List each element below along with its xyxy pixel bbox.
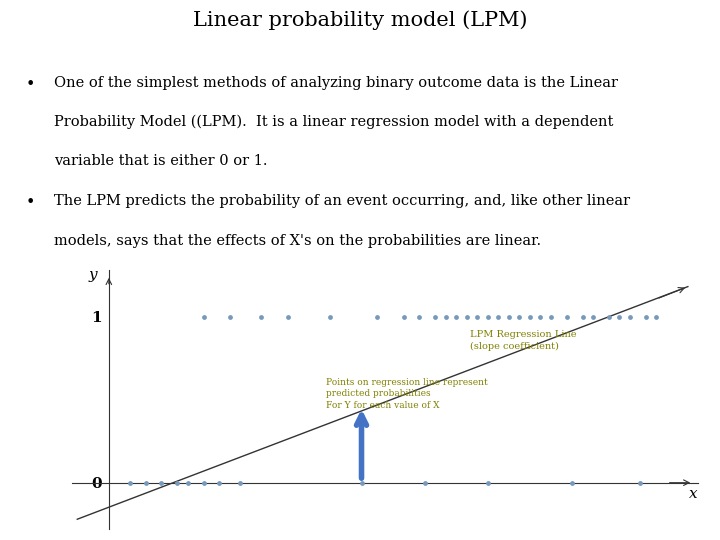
Point	[482, 478, 494, 487]
Point	[535, 312, 546, 321]
Point	[635, 478, 647, 487]
Point	[513, 312, 525, 321]
Point	[398, 312, 410, 321]
Point	[651, 312, 662, 321]
Point	[124, 478, 135, 487]
Text: Points on regression line represent
predicted probabilities
For Y for each value: Points on regression line represent pred…	[325, 377, 487, 410]
Point	[198, 312, 210, 321]
Point	[640, 312, 652, 321]
Text: models, says that the effects of X's on the probabilities are linear.: models, says that the effects of X's on …	[54, 233, 541, 247]
Text: •: •	[25, 194, 35, 211]
Point	[256, 312, 267, 321]
Point	[588, 312, 599, 321]
Text: Linear probability model (LPM): Linear probability model (LPM)	[193, 11, 527, 30]
Text: The LPM predicts the probability of an event occurring, and, like other linear: The LPM predicts the probability of an e…	[54, 194, 630, 208]
Text: variable that is either 0 or 1.: variable that is either 0 or 1.	[54, 154, 268, 168]
Text: Probability Model ((LPM).  It is a linear regression model with a dependent: Probability Model ((LPM). It is a linear…	[54, 115, 613, 129]
Text: One of the simplest methods of analyzing binary outcome data is the Linear: One of the simplest methods of analyzing…	[54, 76, 618, 90]
Text: y: y	[89, 268, 97, 282]
Point	[324, 312, 336, 321]
Point	[235, 478, 246, 487]
Point	[419, 478, 431, 487]
Point	[414, 312, 426, 321]
Point	[356, 478, 367, 487]
Point	[524, 312, 536, 321]
Point	[440, 312, 451, 321]
Point	[603, 312, 615, 321]
Text: LPM Regression Line
(slope coefficient): LPM Regression Line (slope coefficient)	[469, 329, 576, 350]
Point	[171, 478, 183, 487]
Point	[482, 312, 494, 321]
Point	[451, 312, 462, 321]
Point	[198, 478, 210, 487]
Point	[372, 312, 383, 321]
Point	[567, 478, 578, 487]
Point	[561, 312, 572, 321]
Point	[492, 312, 504, 321]
Point	[461, 312, 472, 321]
Point	[613, 312, 625, 321]
Point	[472, 312, 483, 321]
Point	[214, 478, 225, 487]
Point	[429, 312, 441, 321]
Point	[156, 478, 167, 487]
Point	[577, 312, 588, 321]
Point	[624, 312, 636, 321]
Point	[545, 312, 557, 321]
Point	[282, 312, 294, 321]
Point	[503, 312, 515, 321]
Point	[224, 312, 235, 321]
Text: x: x	[689, 487, 698, 501]
Point	[182, 478, 194, 487]
Point	[140, 478, 151, 487]
Text: •: •	[25, 76, 35, 92]
